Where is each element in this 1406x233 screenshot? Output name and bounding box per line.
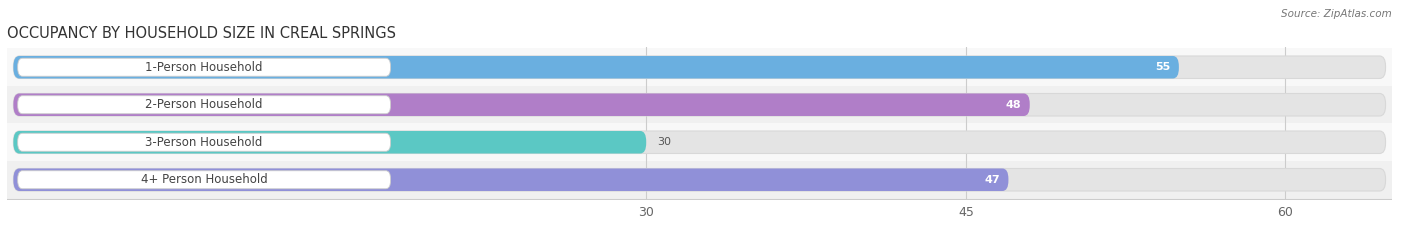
FancyBboxPatch shape [7,161,1392,199]
Text: Source: ZipAtlas.com: Source: ZipAtlas.com [1281,9,1392,19]
Text: 48: 48 [1005,100,1021,110]
Text: 47: 47 [984,175,1000,185]
Text: 2-Person Household: 2-Person Household [145,98,263,111]
FancyBboxPatch shape [18,58,391,76]
FancyBboxPatch shape [14,168,1385,191]
FancyBboxPatch shape [14,131,647,154]
FancyBboxPatch shape [18,171,391,189]
FancyBboxPatch shape [14,93,1385,116]
FancyBboxPatch shape [7,123,1392,161]
Text: 4+ Person Household: 4+ Person Household [141,173,267,186]
FancyBboxPatch shape [14,56,1178,79]
FancyBboxPatch shape [14,56,1385,79]
Text: OCCUPANCY BY HOUSEHOLD SIZE IN CREAL SPRINGS: OCCUPANCY BY HOUSEHOLD SIZE IN CREAL SPR… [7,26,396,41]
FancyBboxPatch shape [18,96,391,114]
Text: 1-Person Household: 1-Person Household [145,61,263,74]
Text: 3-Person Household: 3-Person Household [145,136,263,149]
FancyBboxPatch shape [18,133,391,151]
Text: 55: 55 [1156,62,1170,72]
FancyBboxPatch shape [14,93,1029,116]
FancyBboxPatch shape [14,168,1008,191]
FancyBboxPatch shape [7,48,1392,86]
Text: 30: 30 [657,137,671,147]
FancyBboxPatch shape [14,131,1385,154]
FancyBboxPatch shape [7,86,1392,123]
